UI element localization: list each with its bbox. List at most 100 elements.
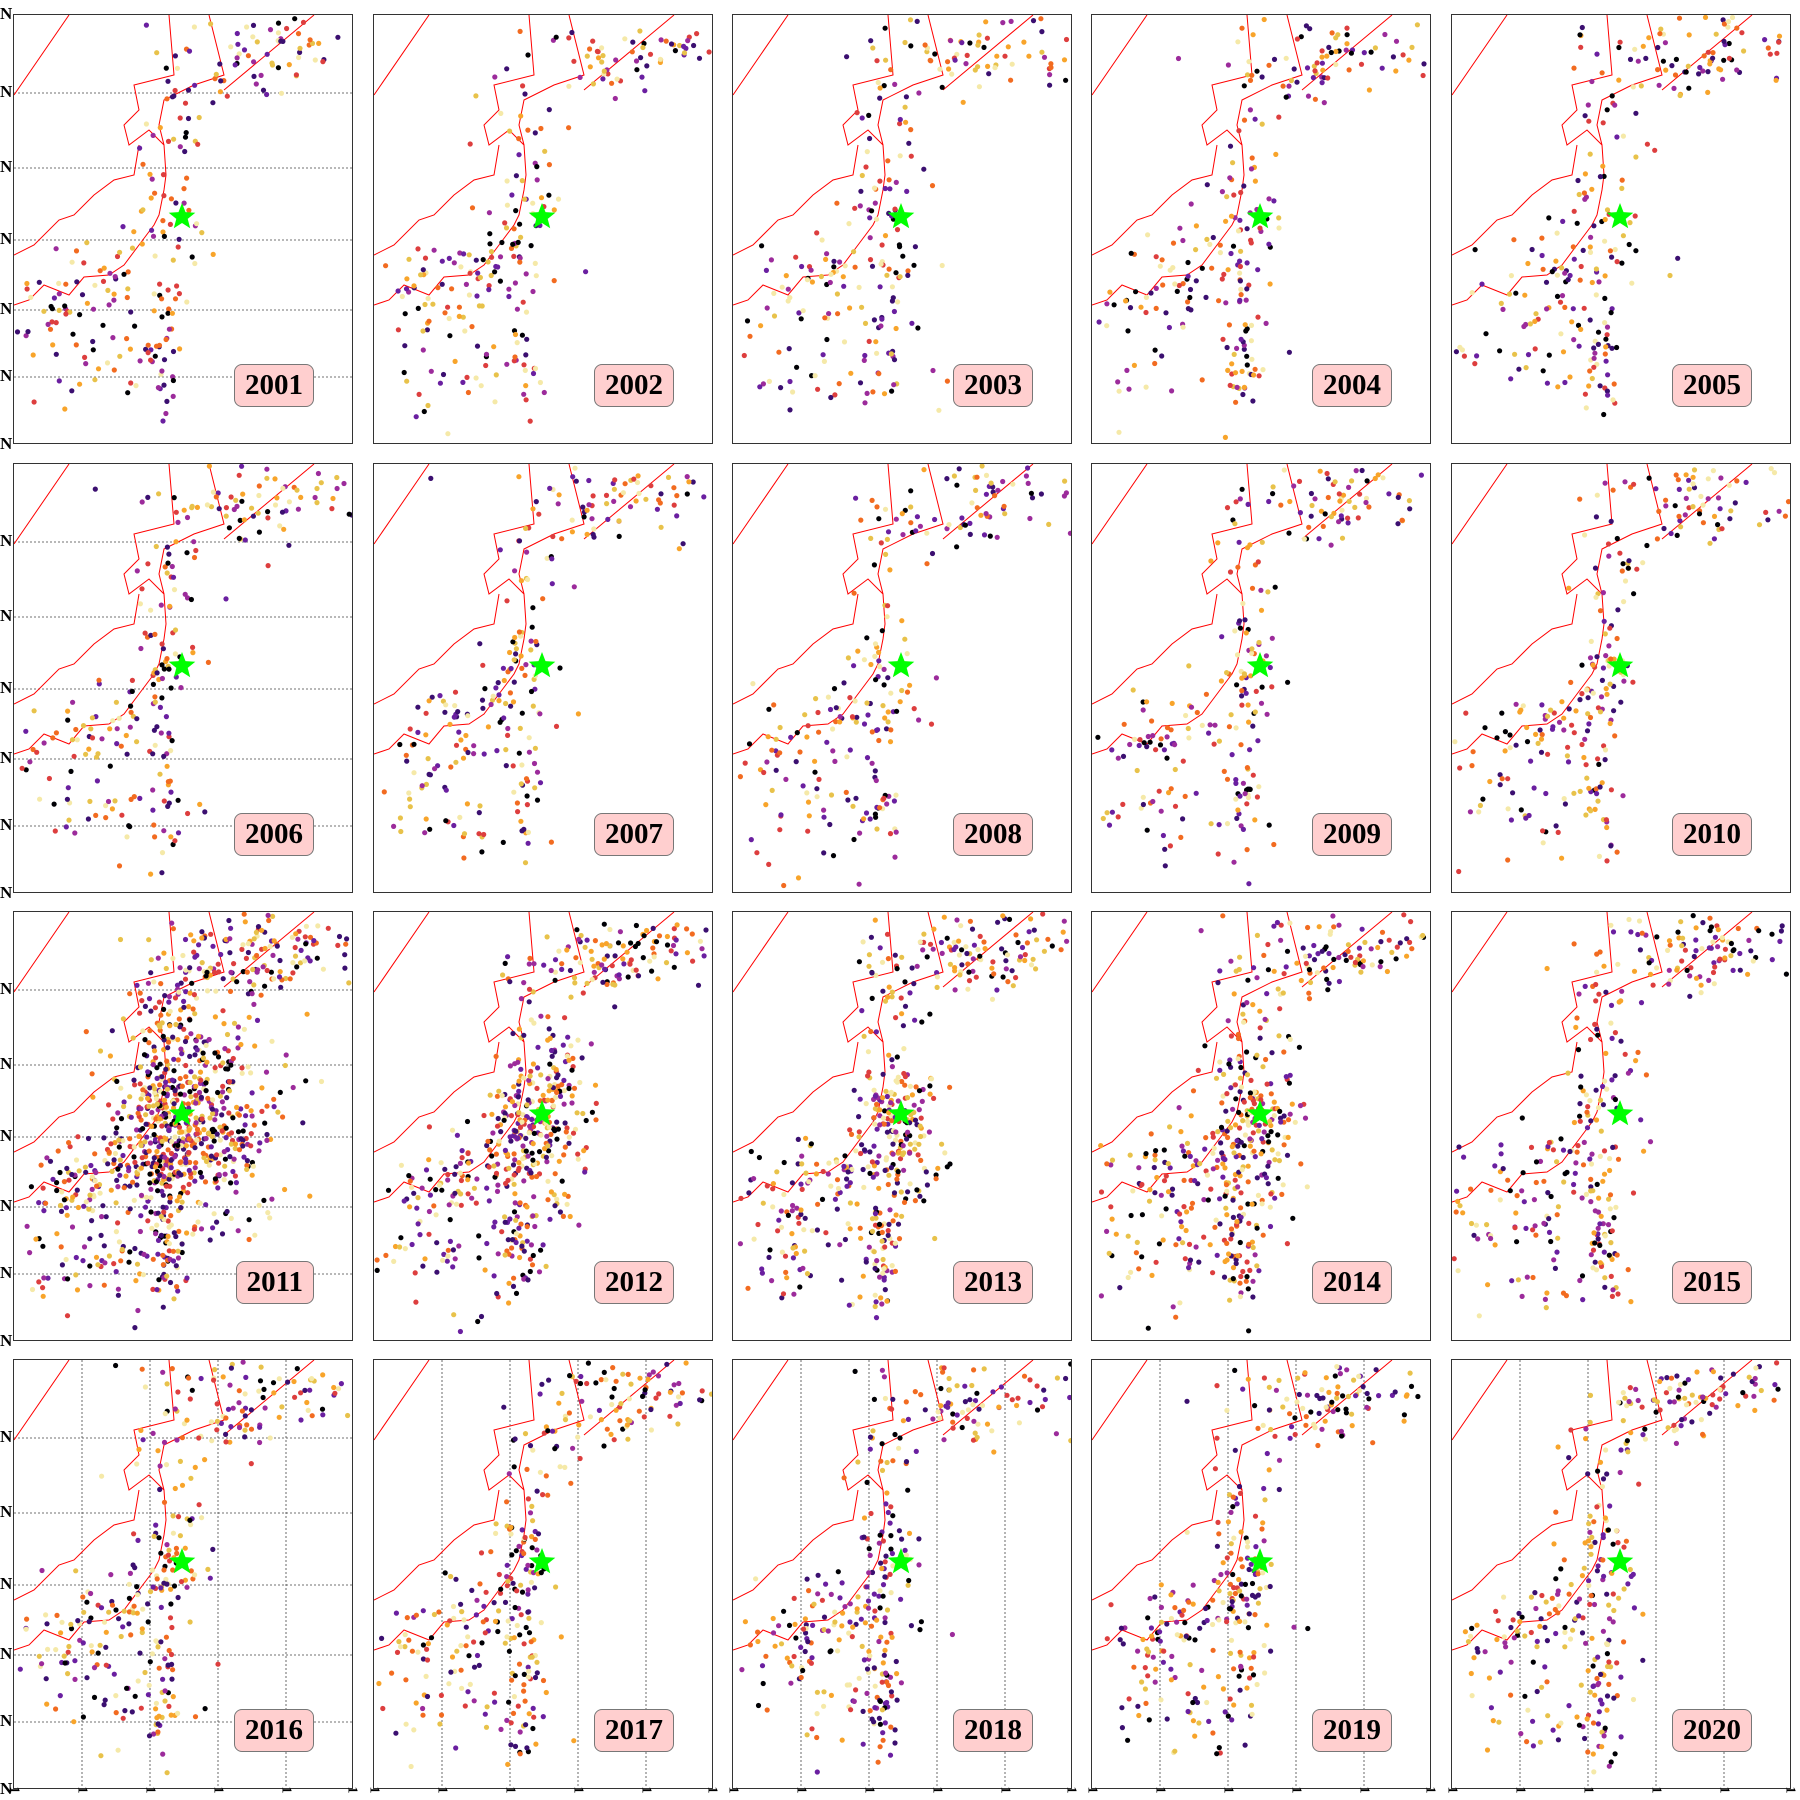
epicenter-point [157, 1024, 163, 1030]
epicenter-point [169, 738, 175, 744]
epicenter-point [203, 1088, 209, 1094]
epicenter-point [131, 794, 137, 800]
epicenter-point [1583, 812, 1589, 818]
epicenter-point [1248, 240, 1254, 246]
epicenter-point [1561, 715, 1567, 721]
epicenter-point [802, 712, 808, 718]
epicenter-point [880, 1256, 886, 1263]
epicenter-point [684, 491, 690, 497]
epicenter-point [858, 188, 864, 194]
epicenter-point [69, 1171, 75, 1178]
epicenter-point [40, 1243, 46, 1249]
epicenter-point [167, 221, 173, 227]
epicenter-point [87, 1236, 93, 1242]
epicenter-point [133, 383, 139, 389]
epicenter-point [754, 850, 760, 856]
epicenter-point [889, 1064, 895, 1070]
epicenter-point [1108, 1162, 1114, 1168]
epicenter-point [1602, 631, 1608, 637]
epicenter-point [877, 95, 883, 101]
epicenter-point [423, 1167, 430, 1173]
epicenter-point [939, 262, 945, 269]
epicenter-point [198, 1141, 204, 1147]
epicenter-point [529, 1174, 535, 1180]
epicenter-point [860, 1166, 866, 1173]
epicenter-point [160, 418, 166, 424]
epicenter-point [506, 1300, 512, 1306]
epicenter-point [803, 1135, 809, 1141]
epicenter-point [126, 1165, 132, 1171]
epicenter-point [458, 1191, 464, 1197]
epicenter-point [222, 1163, 228, 1169]
epicenter-point [131, 229, 137, 235]
epicenter-point [490, 693, 496, 699]
epicenter-point [168, 1222, 174, 1228]
epicenter-point [1303, 23, 1309, 29]
epicenter-point [676, 546, 682, 552]
epicenter-point [213, 71, 219, 77]
epicenter-point [508, 1113, 514, 1119]
epicenter-point [277, 1089, 283, 1095]
epicenter-point [550, 533, 556, 540]
epicenter-point [500, 972, 506, 978]
epicenter-point [413, 1299, 419, 1305]
epicenter-point [513, 173, 519, 179]
epicenter-point [902, 39, 908, 46]
epicenter-point [116, 1137, 122, 1143]
epicenter-point [473, 375, 479, 381]
epicenter-point [957, 972, 963, 978]
epicenter-point [902, 104, 908, 110]
epicenter-point [536, 1149, 543, 1155]
epicenter-point [1183, 712, 1189, 719]
epicenter-point [149, 1225, 155, 1231]
epicenter-point [805, 723, 811, 729]
epicenter-point [544, 1159, 550, 1165]
epicenter-point [1344, 41, 1350, 47]
mainshock-star-icon [887, 652, 915, 678]
epicenter-point [525, 840, 531, 846]
epicenter-point [486, 283, 492, 289]
epicenter-point [769, 787, 775, 793]
epicenter-point [177, 1024, 183, 1030]
epicenter-point [641, 933, 647, 939]
epicenter-point [551, 1126, 557, 1132]
epicenter-point [171, 136, 177, 142]
epicenter-point [1246, 881, 1252, 887]
epicenter-point [905, 272, 911, 278]
epicenter-point [989, 996, 996, 1002]
epicenter-point [1276, 114, 1282, 120]
epicenter-point [887, 1207, 893, 1213]
epicenter-point [1283, 94, 1289, 100]
boundary-line [877, 464, 944, 595]
epicenter-point [1283, 964, 1289, 970]
epicenter-point [523, 383, 529, 389]
epicenter-point [1575, 177, 1581, 184]
epicenter-point [916, 717, 922, 723]
epicenter-point [445, 1171, 451, 1178]
epicenter-point [893, 829, 899, 835]
epicenter-point [96, 677, 102, 683]
epicenter-point [1497, 782, 1503, 788]
epicenter-point [208, 504, 215, 510]
epicenter-point [579, 1055, 585, 1061]
epicenter-point [965, 961, 971, 967]
epicenter-point [293, 931, 299, 937]
epicenter-point [516, 538, 523, 544]
epicenter-point [31, 708, 37, 714]
epicenter-point [523, 397, 529, 403]
epicenter-point [1610, 487, 1616, 493]
epicenter-point [907, 1083, 913, 1089]
epicenter-point [82, 1164, 88, 1170]
epicenter-point [1597, 383, 1603, 389]
epicenter-point [236, 51, 242, 57]
epicenter-point [837, 714, 843, 720]
epicenter-point [766, 1254, 772, 1260]
epicenter-point [797, 749, 803, 755]
epicenter-point [107, 763, 113, 769]
epicenter-point [1152, 1152, 1158, 1158]
epicenter-point [188, 1069, 194, 1075]
epicenter-point [531, 1130, 537, 1136]
epicenter-point [160, 229, 166, 235]
epicenter-point [181, 186, 187, 192]
epicenter-point [859, 1142, 865, 1148]
